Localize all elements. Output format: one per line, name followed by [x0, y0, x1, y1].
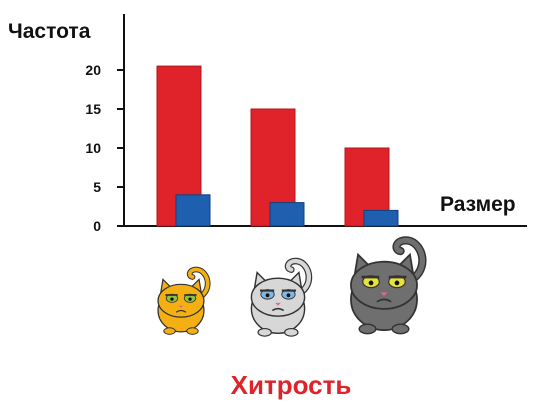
white-cat-icon: [250, 257, 313, 337]
y-axis-ticks: 0 5 10 15 20: [85, 62, 124, 234]
chart-caption: Хитрость: [231, 370, 352, 400]
gray-cat-icon: [350, 236, 427, 335]
y-tick-label: 15: [85, 101, 101, 117]
y-tick-label: 0: [93, 218, 101, 234]
bar-blue-gray-cat: [363, 209, 399, 227]
orange-cat-icon: [157, 266, 211, 335]
y-tick-label: 10: [85, 140, 101, 156]
bar-blue-white-cat: [269, 202, 305, 227]
y-axis-title: Частота: [8, 20, 91, 43]
x-axis-title: Размер: [440, 193, 516, 216]
cat-icons-group: [157, 236, 427, 337]
bars-group: [156, 65, 399, 227]
y-tick-label: 20: [85, 62, 101, 78]
y-tick-label: 5: [93, 179, 101, 195]
bar-blue-orange-cat: [175, 194, 211, 227]
